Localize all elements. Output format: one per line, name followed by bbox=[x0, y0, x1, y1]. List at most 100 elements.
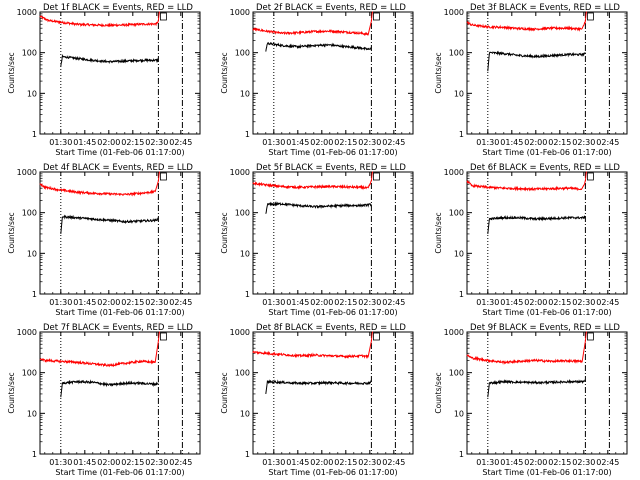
x-tick-label: 02:30 bbox=[358, 138, 381, 147]
y-tick-label: 1 bbox=[459, 450, 464, 459]
y-tick-label: 100 bbox=[22, 209, 37, 218]
lld-series-line bbox=[466, 331, 588, 365]
x-tick-label: 02:00 bbox=[310, 298, 333, 307]
x-tick-label: 01:30 bbox=[476, 138, 499, 147]
y-tick-label: 1000 bbox=[230, 168, 250, 177]
x-tick-label: 02:30 bbox=[358, 298, 381, 307]
marker-flag bbox=[159, 12, 167, 21]
x-tick-label: 02:00 bbox=[97, 298, 120, 307]
x-tick-label: 02:30 bbox=[572, 298, 595, 307]
x-tick-label: 02:00 bbox=[97, 458, 120, 467]
y-tick-label: 100 bbox=[235, 49, 250, 58]
chart-title: Det 8f BLACK = Events, RED = LLD bbox=[256, 323, 406, 333]
y-tick-label: 100 bbox=[22, 49, 37, 58]
y-axis-label: Counts/sec bbox=[434, 372, 443, 413]
x-tick-label: 01:30 bbox=[49, 298, 72, 307]
y-axis-label: Counts/sec bbox=[220, 52, 229, 93]
x-tick-label: 02:00 bbox=[310, 138, 333, 147]
x-tick-label: 02:30 bbox=[572, 458, 595, 467]
x-tick-label: 02:00 bbox=[524, 298, 547, 307]
marker-flag bbox=[159, 172, 167, 181]
x-tick-label: 02:15 bbox=[121, 138, 144, 147]
lld-series-line bbox=[252, 171, 374, 191]
y-tick-label: 10 bbox=[27, 409, 37, 418]
plot-frame bbox=[252, 171, 414, 295]
chart-panel: Det 6f BLACK = Events, RED = LLD 1 10 100 10… bbox=[434, 163, 628, 317]
y-tick-label: 1 bbox=[459, 290, 464, 299]
plot-frame bbox=[252, 331, 414, 455]
chart-title: Det 3f BLACK = Events, RED = LLD bbox=[470, 3, 620, 13]
x-tick-label: 02:45 bbox=[596, 298, 619, 307]
x-tick-label: 02:30 bbox=[572, 138, 595, 147]
y-tick-label: 10 bbox=[27, 89, 37, 98]
events-series-line bbox=[265, 201, 372, 214]
y-axis-label: Counts/sec bbox=[7, 52, 16, 93]
y-tick-label: 1000 bbox=[444, 8, 464, 17]
x-tick-label: 01:30 bbox=[49, 138, 72, 147]
events-series-line bbox=[265, 379, 372, 394]
y-tick-label: 100 bbox=[235, 209, 250, 218]
events-series-line bbox=[487, 214, 586, 234]
y-axis-label: Counts/sec bbox=[434, 212, 443, 253]
plot-frame bbox=[39, 11, 201, 135]
x-tick-label: 02:30 bbox=[145, 138, 168, 147]
y-tick-label: 1 bbox=[459, 130, 464, 139]
x-tick-label: 01:30 bbox=[262, 458, 285, 467]
lld-series-line bbox=[39, 171, 161, 197]
y-tick-label: 10 bbox=[240, 89, 250, 98]
events-series-line bbox=[60, 214, 159, 234]
x-tick-label: 02:15 bbox=[548, 138, 571, 147]
y-axis-label: Counts/sec bbox=[220, 212, 229, 253]
marker-flag bbox=[372, 172, 380, 181]
y-axis-label: Counts/sec bbox=[220, 372, 229, 413]
x-tick-label: 01:45 bbox=[500, 138, 523, 147]
x-tick-label: 02:45 bbox=[382, 138, 405, 147]
x-tick-label: 01:45 bbox=[286, 138, 309, 147]
x-axis-label: Start Time (01-Feb-06 01:17:00) bbox=[482, 468, 611, 477]
x-axis-label: Start Time (01-Feb-06 01:17:00) bbox=[55, 308, 184, 317]
lld-series-line bbox=[252, 331, 374, 359]
y-tick-label: 1000 bbox=[17, 168, 37, 177]
x-tick-label: 02:45 bbox=[169, 138, 192, 147]
chart-title: Det 7f BLACK = Events, RED = LLD bbox=[43, 323, 193, 333]
chart-title: Det 6f BLACK = Events, RED = LLD bbox=[470, 163, 620, 173]
x-axis-label: Start Time (01-Feb-06 01:17:00) bbox=[55, 148, 184, 157]
x-tick-label: 02:15 bbox=[548, 298, 571, 307]
plot-frame bbox=[39, 331, 201, 455]
y-tick-label: 1 bbox=[32, 450, 37, 459]
x-tick-label: 01:30 bbox=[262, 138, 285, 147]
chart-panel: Det 3f BLACK = Events, RED = LLD 1 10 100 10… bbox=[434, 3, 628, 157]
x-tick-label: 01:45 bbox=[500, 298, 523, 307]
marker-flag bbox=[587, 12, 594, 21]
marker-flag bbox=[159, 332, 167, 341]
lld-series-line bbox=[466, 171, 588, 192]
y-tick-label: 100 bbox=[235, 369, 250, 378]
x-tick-label: 01:30 bbox=[49, 458, 72, 467]
chart-title: Det 5f BLACK = Events, RED = LLD bbox=[256, 163, 406, 173]
events-series-line bbox=[487, 378, 586, 398]
marker-flag bbox=[587, 172, 594, 181]
x-tick-label: 02:45 bbox=[169, 458, 192, 467]
x-tick-label: 02:45 bbox=[382, 298, 405, 307]
y-tick-label: 1000 bbox=[444, 168, 464, 177]
x-tick-label: 01:45 bbox=[73, 138, 96, 147]
chart-title: Det 2f BLACK = Events, RED = LLD bbox=[256, 3, 406, 13]
x-tick-label: 02:15 bbox=[334, 298, 357, 307]
x-tick-label: 02:30 bbox=[358, 458, 381, 467]
events-series-line bbox=[265, 41, 372, 52]
x-tick-label: 01:30 bbox=[476, 298, 499, 307]
x-tick-label: 02:15 bbox=[121, 458, 144, 467]
x-axis-label: Start Time (01-Feb-06 01:17:00) bbox=[55, 468, 184, 477]
events-series-line bbox=[487, 50, 586, 72]
chart-title: Det 4f BLACK = Events, RED = LLD bbox=[43, 163, 193, 173]
marker-flag bbox=[587, 332, 594, 341]
y-tick-label: 10 bbox=[454, 249, 464, 258]
chart-panel: Det 2f BLACK = Events, RED = LLD 1 10 100 10… bbox=[220, 3, 414, 157]
x-tick-label: 01:45 bbox=[73, 298, 96, 307]
y-tick-label: 1000 bbox=[230, 8, 250, 17]
x-tick-label: 02:15 bbox=[548, 458, 571, 467]
x-tick-label: 02:15 bbox=[334, 138, 357, 147]
chart-panel: Det 8f BLACK = Events, RED = LLD 1 10 100 10… bbox=[220, 323, 414, 477]
y-tick-label: 10 bbox=[27, 249, 37, 258]
x-tick-label: 02:15 bbox=[334, 458, 357, 467]
